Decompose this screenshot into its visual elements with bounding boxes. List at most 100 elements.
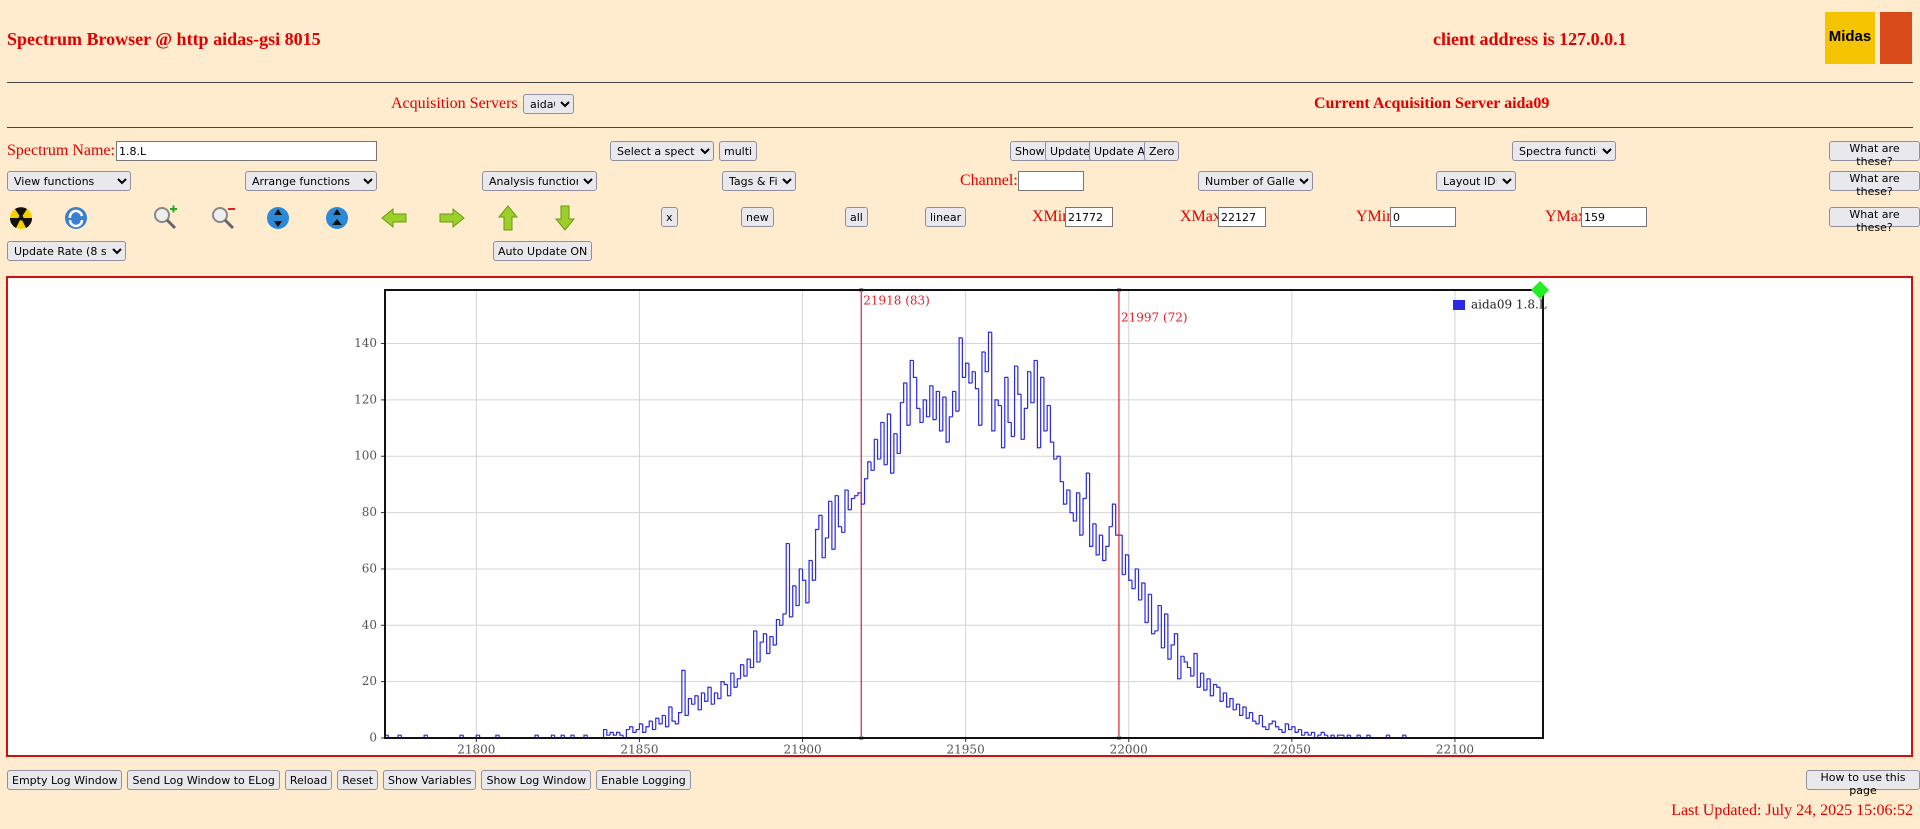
histogram-bin: [837, 495, 842, 528]
new-button[interactable]: new: [741, 207, 774, 227]
histogram-bin: [1053, 442, 1057, 460]
servers-label: Acquisition Servers: [391, 95, 518, 112]
xmin-label: XMin: [1032, 208, 1071, 225]
xmax-label: XMax: [1180, 208, 1221, 225]
histogram-bin: [886, 413, 891, 465]
icon-expand[interactable]: [265, 205, 291, 231]
galleries-select[interactable]: Number of Galleries: [1198, 171, 1313, 191]
footer-button[interactable]: Empty Log Window: [7, 770, 123, 790]
icon-down[interactable]: [552, 205, 578, 231]
channel-input[interactable]: [1018, 171, 1084, 191]
histogram-bin: [1134, 568, 1139, 589]
update-rate[interactable]: Update Rate (8 secs): [7, 241, 126, 261]
auto-update-button[interactable]: Auto Update ON: [493, 241, 593, 261]
xmin-input[interactable]: [1065, 207, 1113, 227]
histogram-bin: [635, 728, 640, 733]
footer-buttons: Empty Log Window Send Log Window to ELog R…: [7, 770, 691, 790]
arrange-functions[interactable]: Arrange functions: [245, 171, 377, 191]
histogram-bin: [1287, 723, 1292, 731]
histogram-bin: [942, 396, 947, 431]
icon-zoom-in[interactable]: [151, 205, 179, 231]
x-tick-label: 22000: [1110, 743, 1148, 757]
spectrum-input[interactable]: [116, 141, 377, 161]
update-button[interactable]: Update: [1045, 141, 1095, 161]
histogram-bin: [1242, 706, 1247, 716]
histogram-bin: [664, 715, 669, 728]
histogram-bin: [1203, 673, 1208, 691]
spectrum-select[interactable]: Select a spectrum: [610, 141, 714, 161]
footer-button[interactable]: Reset: [337, 770, 379, 790]
histogram-bin: [1046, 404, 1051, 431]
histogram-bin: [1225, 692, 1230, 708]
footer-button[interactable]: Show Log Window: [481, 770, 592, 790]
tags-fits[interactable]: Tags & Fits: [722, 171, 796, 191]
histogram-bin: [987, 331, 992, 372]
xmax-input[interactable]: [1218, 207, 1266, 227]
histogram-bin: [782, 613, 787, 626]
layout-select[interactable]: Layout ID=3: [1436, 171, 1516, 191]
histogram-bin: [968, 363, 973, 384]
histogram-bin: [723, 681, 728, 686]
footer-button[interactable]: Reload: [284, 770, 333, 790]
multi-button[interactable]: multi: [719, 141, 758, 161]
zero-button[interactable]: Zero: [1144, 141, 1180, 161]
histogram-bin: [971, 371, 976, 383]
icon-refresh[interactable]: [63, 205, 89, 231]
histogram-bin: [1196, 653, 1201, 688]
icon-up[interactable]: [495, 205, 521, 231]
histogram-bin: [772, 636, 777, 646]
update-all-button[interactable]: Update All: [1089, 141, 1156, 161]
histogram-bin: [1219, 687, 1224, 702]
histogram-bin: [909, 359, 914, 426]
footer-button[interactable]: Enable Logging: [596, 770, 691, 790]
histogram-bin: [762, 633, 767, 643]
histogram-bin: [651, 721, 656, 731]
icon-radiation[interactable]: [8, 205, 34, 231]
midas-logo: Midas: [1825, 12, 1875, 64]
how-to-button[interactable]: How to use this page: [1806, 770, 1920, 797]
y-tick-label: 20: [362, 674, 377, 688]
spectra-functions[interactable]: Spectra functions: [1512, 141, 1616, 161]
marker-label: 21918 (83): [863, 294, 930, 308]
icon-left[interactable]: [380, 205, 408, 231]
help-button[interactable]: What are these?: [1829, 207, 1920, 234]
view-functions[interactable]: View functions: [7, 171, 131, 191]
histogram-bin: [1186, 661, 1191, 669]
show-button[interactable]: Show: [1010, 141, 1050, 161]
histogram-bin: [929, 385, 934, 417]
x-tick-label: 21800: [457, 743, 495, 757]
histogram-bin: [795, 585, 800, 607]
help-button[interactable]: What are these?: [1829, 141, 1920, 168]
linear-button[interactable]: linear: [925, 207, 967, 227]
x-tick-label: 21850: [620, 743, 658, 757]
footer-button[interactable]: Send Log Window to ELog: [127, 770, 280, 790]
histogram-bin: [1274, 721, 1279, 728]
footer-button[interactable]: Show Variables: [383, 770, 477, 790]
histogram-bin: [844, 489, 849, 533]
icon-shrink[interactable]: [324, 205, 350, 231]
server-select[interactable]: aida09: [523, 94, 574, 114]
histogram-bin: [922, 399, 927, 423]
histogram-bin: [798, 568, 803, 606]
histogram-bin: [1020, 394, 1025, 440]
icon-right[interactable]: [438, 205, 466, 231]
histogram-bin: [691, 698, 695, 705]
ymax-input[interactable]: [1581, 207, 1647, 227]
histogram-bin: [1108, 526, 1113, 547]
help-button[interactable]: What are these?: [1829, 171, 1920, 198]
histogram-bin: [1173, 633, 1178, 646]
histogram-bin: [1245, 707, 1250, 719]
histogram-bin: [847, 490, 852, 511]
x-button[interactable]: x: [661, 207, 678, 227]
histogram-bin: [932, 385, 937, 421]
histogram-bin: [1085, 472, 1090, 499]
histogram-bin: [945, 397, 950, 443]
plot-frame: [384, 289, 1544, 739]
icon-zoom-out[interactable]: [209, 205, 237, 231]
histogram-bin: [736, 678, 741, 688]
all-button[interactable]: all: [845, 207, 868, 227]
histogram-bin: [1111, 503, 1116, 527]
ymin-input[interactable]: [1390, 207, 1456, 227]
analysis-functions[interactable]: Analysis functions: [482, 171, 597, 191]
